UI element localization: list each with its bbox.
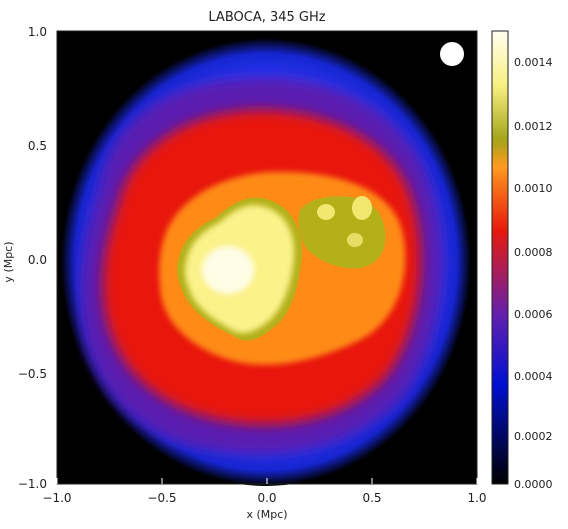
x-tick-label: 0.0 [257,491,276,505]
beam-marker [440,42,464,66]
x-tick-label: 0.5 [362,491,381,505]
y-axis-label: y (Mpc) [2,241,15,282]
colorbar-tick-label: 0.0000 [514,478,553,491]
x-axis-label: x (Mpc) [246,508,287,521]
map-panel [56,30,478,486]
colorbar-tick-label: 0.0014 [514,56,553,69]
y-tick-label: 0.5 [28,139,47,153]
colorbar-tick-label: 0.0004 [514,370,553,383]
brightest-peak [202,246,254,294]
y-tick-label: 1.0 [28,25,47,39]
figure-title: LABOCA, 345 GHz [208,10,325,25]
colorbar-tick-label: 0.0006 [514,308,553,321]
colorbar-tick-label: 0.0002 [514,430,553,443]
colorbar-tick-label: 0.0012 [514,120,553,133]
x-axis: −1.0 −0.5 0.0 0.5 1.0 x (Mpc) [42,478,487,521]
east-blob-3 [347,233,363,247]
east-blob-2 [352,196,372,220]
colorbar-gradient [491,30,509,485]
y-tick-label: −0.5 [18,367,47,381]
y-axis: 1.0 0.5 0.0 −0.5 −1.0 y (Mpc) [2,25,47,491]
x-tick-label: 1.0 [467,491,486,505]
colorbar-tick-label: 0.0010 [514,182,553,195]
east-blob-1 [317,204,335,220]
y-tick-label: 0.0 [28,253,47,267]
colorbar-tick-label: 0.0008 [514,246,553,259]
x-tick-label: −1.0 [42,491,71,505]
x-tick-label: −0.5 [147,491,176,505]
colorbar: 0.0014 0.0012 0.0010 0.0008 0.0006 0.000… [491,30,553,491]
y-tick-label: −1.0 [18,477,47,491]
